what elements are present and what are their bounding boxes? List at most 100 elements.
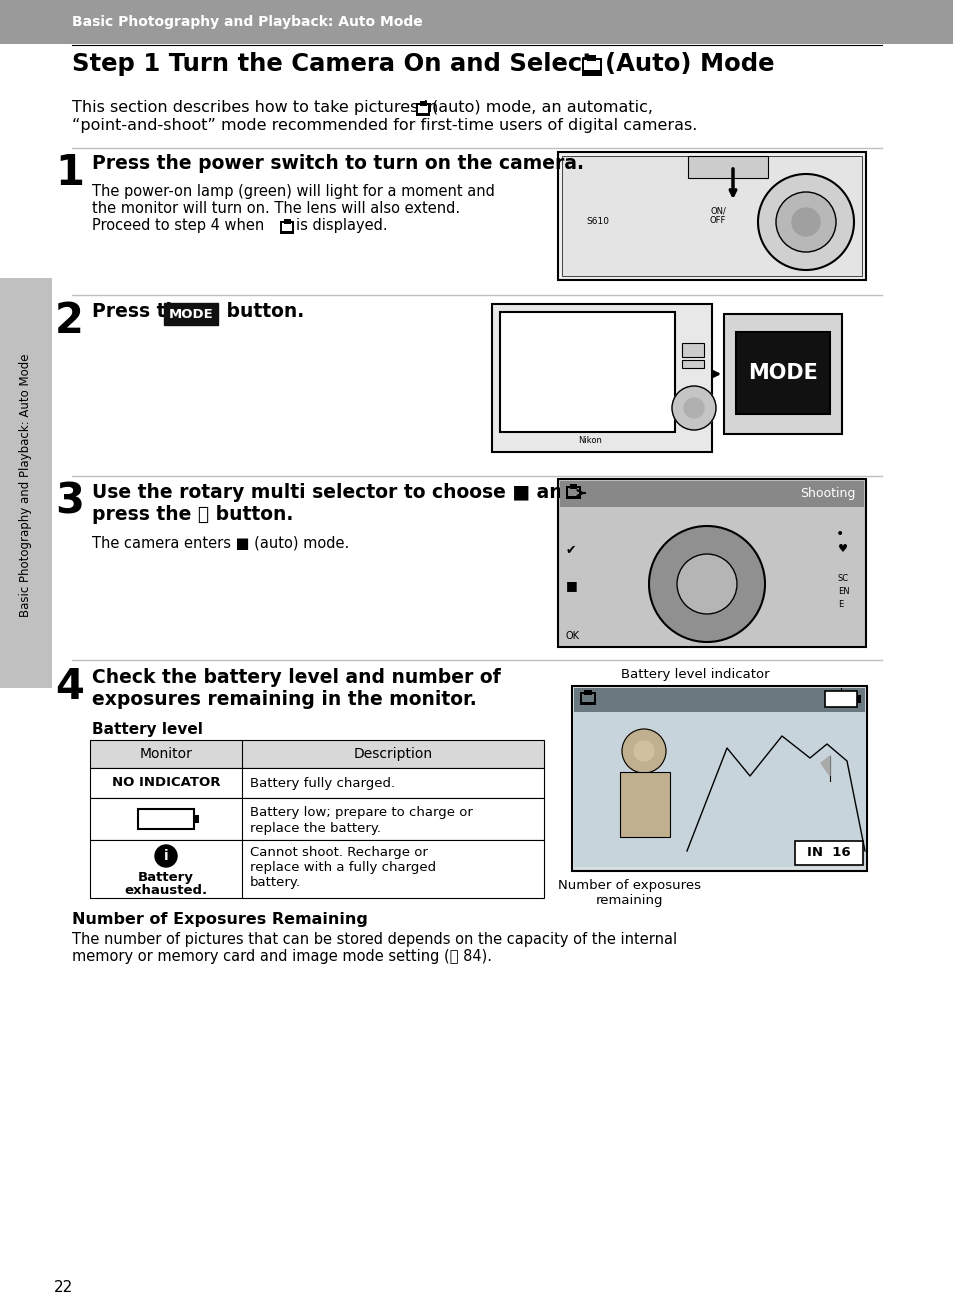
Bar [90,767,543,798]
Text: (Auto) Mode: (Auto) Mode [604,53,774,76]
Circle shape [648,526,764,643]
Bar [681,360,703,368]
Text: ✔: ✔ [565,544,576,557]
Text: Shooting: Shooting [800,487,855,501]
Bar [687,156,767,177]
Text: E: E [837,600,842,608]
Text: replace the battery.: replace the battery. [250,823,380,834]
Bar [558,152,865,280]
Text: ■: ■ [565,579,578,593]
Text: Battery low; prepare to charge or: Battery low; prepare to charge or [250,805,473,819]
Text: button.: button. [220,302,304,321]
Bar [794,841,862,865]
Text: MODE: MODE [747,363,817,382]
Text: MODE: MODE [169,307,213,321]
Text: the monitor will turn on. The lens will also extend.: the monitor will turn on. The lens will … [91,201,459,215]
Bar [569,484,577,489]
Text: Monitor: Monitor [139,746,193,761]
Bar [90,798,543,840]
Bar [280,221,294,234]
Circle shape [758,173,853,269]
Text: Basic Photography and Playback: Auto Mode: Basic Photography and Playback: Auto Mod… [71,14,422,29]
Text: i: i [164,849,168,863]
Text: exposures remaining in the monitor.: exposures remaining in the monitor. [91,690,476,710]
Bar [581,58,601,76]
Bar [579,692,596,706]
Text: ON/
OFF: ON/ OFF [709,206,725,226]
Circle shape [775,192,835,252]
Text: (auto) mode, an automatic,: (auto) mode, an automatic, [432,100,652,116]
Text: Press the power switch to turn on the camera.: Press the power switch to turn on the ca… [91,154,583,173]
Text: battery.: battery. [250,876,301,890]
Text: Cannot shoot. Recharge or: Cannot shoot. Recharge or [250,846,428,859]
Text: The number of pictures that can be stored depends on the capacity of the interna: The number of pictures that can be store… [71,932,677,947]
Circle shape [683,398,703,418]
Circle shape [791,208,820,237]
Circle shape [634,741,654,761]
Circle shape [677,555,737,614]
Text: Proceed to step 4 when: Proceed to step 4 when [91,218,264,233]
Text: OK: OK [565,631,579,641]
Bar [559,481,863,507]
Text: Nikon: Nikon [578,436,601,445]
Bar [735,332,829,414]
Text: 22: 22 [54,1280,73,1296]
Text: 4: 4 [55,666,84,708]
Circle shape [621,729,665,773]
Text: Check the battery level and number of: Check the battery level and number of [91,668,500,687]
Bar [723,314,841,434]
Text: Battery level indicator: Battery level indicator [620,668,768,681]
Text: The power-on lamp (green) will light for a moment and: The power-on lamp (green) will light for… [91,184,495,198]
Text: Description: Description [353,746,432,761]
Text: Use the rotary multi selector to choose ■ and: Use the rotary multi selector to choose … [91,484,576,502]
Bar [583,60,599,70]
Text: S610: S610 [585,218,608,226]
Bar [567,487,578,495]
Text: Step 1 Turn the Camera On and Select: Step 1 Turn the Camera On and Select [71,53,593,76]
Bar [0,279,52,689]
Text: 2: 2 [55,300,84,342]
Text: Battery fully charged.: Battery fully charged. [250,777,395,790]
Bar [581,694,594,702]
Text: ♥: ♥ [837,544,847,555]
Bar [90,740,543,767]
Bar [572,686,866,871]
Text: •: • [835,527,843,541]
Text: 1: 1 [55,152,84,194]
Text: memory or memory card and image mode setting (⛹ 84).: memory or memory card and image mode set… [71,949,492,964]
Bar [282,223,292,231]
Circle shape [154,845,177,867]
Bar [416,102,430,116]
Text: Number of Exposures Remaining: Number of Exposures Remaining [71,912,368,926]
Text: This section describes how to take pictures in: This section describes how to take pictu… [71,100,437,116]
Bar [574,712,864,867]
Bar [856,695,861,703]
Text: 3: 3 [55,481,84,523]
Text: Number of exposures: Number of exposures [558,879,700,892]
Bar [0,0,953,43]
Bar [138,809,193,829]
Bar [586,55,596,60]
Bar [284,219,291,223]
Text: replace with a fully charged: replace with a fully charged [250,861,436,874]
Bar [419,101,427,106]
Text: press the Ⓚ button.: press the Ⓚ button. [91,505,294,524]
Text: remaining: remaining [596,894,663,907]
Text: exhausted.: exhausted. [124,884,208,897]
Bar [574,689,864,712]
Bar [90,840,543,897]
Bar [492,304,711,452]
Text: is displayed.: is displayed. [295,218,387,233]
Bar [561,156,862,276]
Circle shape [671,386,716,430]
Bar [499,311,675,432]
Polygon shape [821,756,829,777]
Text: Battery: Battery [138,871,193,884]
Text: Battery level: Battery level [91,721,203,737]
Text: “point-and-shoot” mode recommended for first-time users of digital cameras.: “point-and-shoot” mode recommended for f… [71,118,697,133]
Text: IN  16: IN 16 [806,846,850,859]
Bar [583,690,592,695]
Text: SC: SC [837,574,848,583]
Text: EN: EN [837,587,849,597]
Bar [824,691,856,707]
